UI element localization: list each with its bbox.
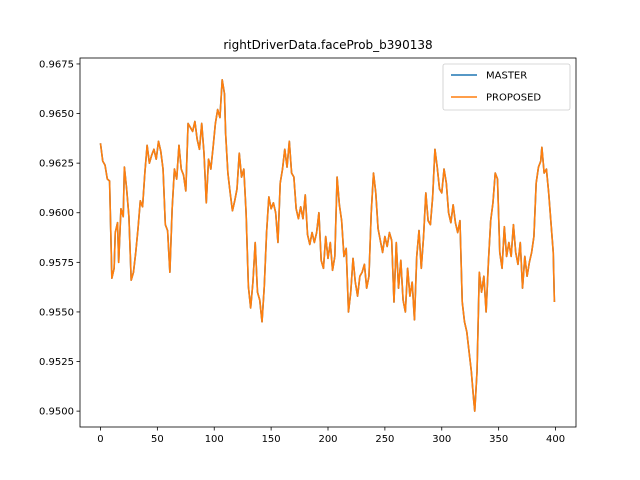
y-tick-label: 0.9625: [39, 159, 74, 170]
axes: 0 50 100 150 200 250 300 350 400 0.9500 0.9525 0.95…: [39, 59, 565, 445]
x-tick-label: 350: [489, 434, 508, 445]
y-tick-label: 0.9650: [39, 109, 74, 120]
y-tick-label: 0.9600: [39, 208, 74, 219]
y-tick-label: 0.9675: [39, 59, 74, 70]
x-tick-label: 400: [546, 434, 565, 445]
x-tick-label: 250: [375, 434, 394, 445]
series-layer: [99, 79, 556, 412]
x-tick-label: 200: [318, 434, 337, 445]
plot-frame: [79, 57, 577, 428]
x-tick-label: 50: [151, 434, 164, 445]
y-tick-label: 0.9550: [39, 307, 74, 318]
legend-label-proposed: PROPOSED: [486, 93, 541, 104]
x-tick-label: 100: [205, 434, 224, 445]
x-tick-label: 150: [262, 434, 281, 445]
y-tick-label: 0.9525: [39, 357, 74, 368]
legend: MASTER PROPOSED: [442, 63, 571, 111]
chart-title: rightDriverData.faceProb_b390138: [223, 38, 432, 52]
y-tick-label: 0.9575: [39, 258, 74, 269]
legend-label-master: MASTER: [486, 71, 527, 82]
x-tick-label: 300: [432, 434, 451, 445]
y-tick-label: 0.9500: [39, 407, 74, 418]
series-line-proposed: [99, 79, 556, 412]
plot-area: [80, 58, 576, 427]
x-tick-label: 0: [97, 434, 103, 445]
